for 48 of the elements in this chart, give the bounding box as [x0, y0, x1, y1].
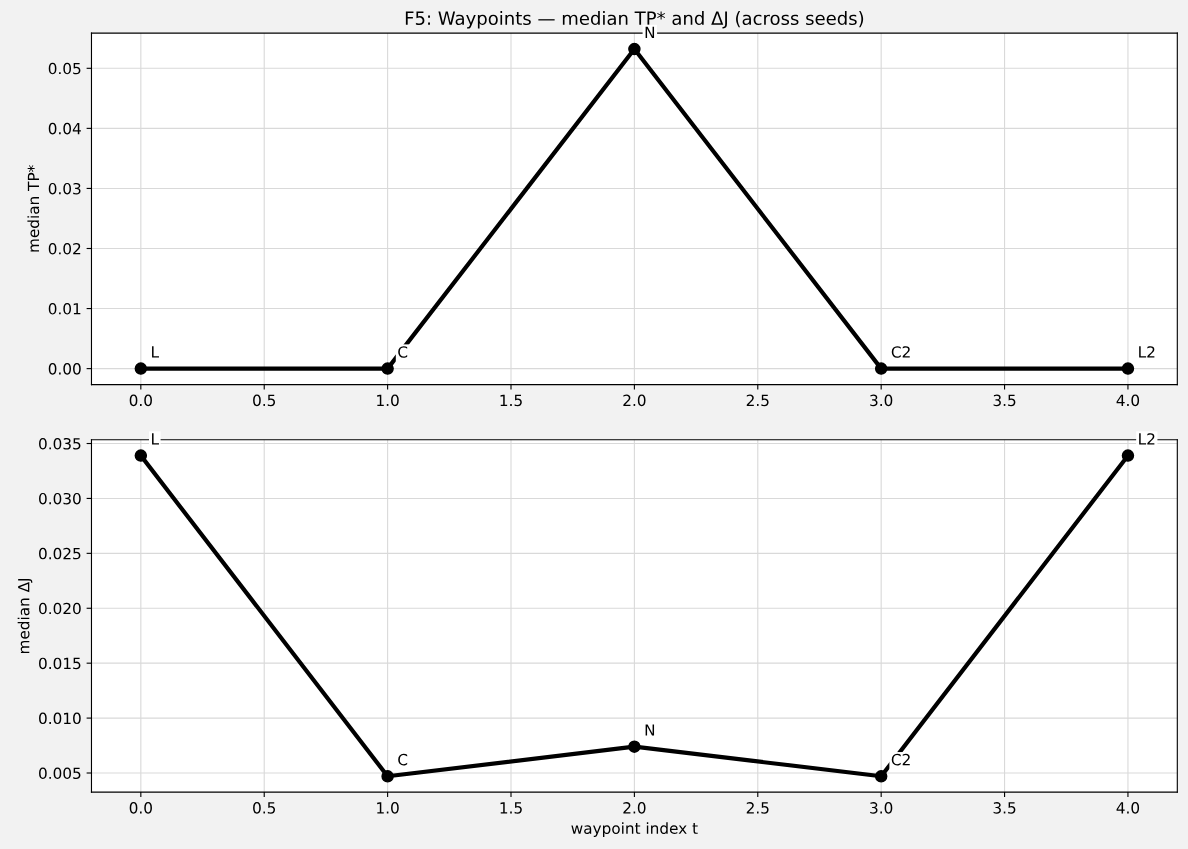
- point: [381, 770, 394, 783]
- x-tick-label: 2.5: [746, 394, 769, 407]
- y-tick-label: 0.02: [48, 242, 81, 255]
- y-tick-label: 0.05: [48, 62, 81, 75]
- annotation: L2: [1139, 346, 1155, 358]
- x-tick-label: 1.5: [500, 802, 522, 814]
- annotation: N: [645, 724, 655, 736]
- x-tick-label: 1.0: [377, 394, 399, 407]
- y-axis-title: median ΔJ: [17, 578, 33, 654]
- annotation: C2: [891, 346, 910, 358]
- annotation: C2: [891, 753, 910, 766]
- x-tick-label: 0.0: [129, 394, 152, 407]
- x-axis-title: waypoint index t: [571, 822, 698, 837]
- annotation: C: [398, 753, 408, 766]
- y-tick-label: 0.035: [39, 437, 81, 450]
- point: [134, 449, 148, 462]
- x-tick-label: 4.0: [1116, 394, 1140, 407]
- x-tick-label: 4.0: [1116, 802, 1140, 814]
- y-tick-label: 0.005: [39, 767, 81, 780]
- x-tick-label: 1.5: [500, 394, 522, 407]
- x-tick-label: 2.5: [746, 802, 769, 814]
- annotation: L: [152, 433, 159, 445]
- x-tick-label: 3.0: [870, 394, 893, 407]
- y-tick-label: 0.015: [39, 657, 81, 670]
- annotation: L: [152, 346, 159, 358]
- point: [874, 770, 888, 783]
- annotation: C: [398, 346, 408, 358]
- annotation: L2: [1139, 433, 1155, 445]
- point: [628, 740, 641, 753]
- x-tick-label: 3.5: [993, 802, 1016, 814]
- x-tick-label: 1.0: [377, 802, 399, 814]
- y-tick-label: 0.00: [48, 363, 81, 375]
- y-tick-label: 0.04: [48, 122, 81, 135]
- y-axis-title: median TP*: [27, 165, 40, 252]
- x-tick-label: 0.5: [253, 394, 276, 407]
- y-tick-label: 0.01: [48, 303, 81, 315]
- point: [1121, 449, 1135, 462]
- y-tick-label: 0.010: [39, 712, 81, 725]
- y-tick-label: 0.03: [48, 182, 81, 195]
- x-tick-label: 0.5: [253, 802, 276, 814]
- x-tick-label: 3.0: [870, 802, 893, 814]
- x-tick-label: 3.5: [993, 394, 1016, 407]
- y-tick-label: 0.030: [39, 492, 81, 505]
- y-tick-label: 0.020: [39, 602, 81, 615]
- x-tick-label: 2.0: [623, 394, 646, 407]
- y-tick-label: 0.025: [39, 547, 81, 560]
- x-tick-label: 0.0: [129, 802, 152, 814]
- x-tick-label: 2.0: [623, 802, 646, 814]
